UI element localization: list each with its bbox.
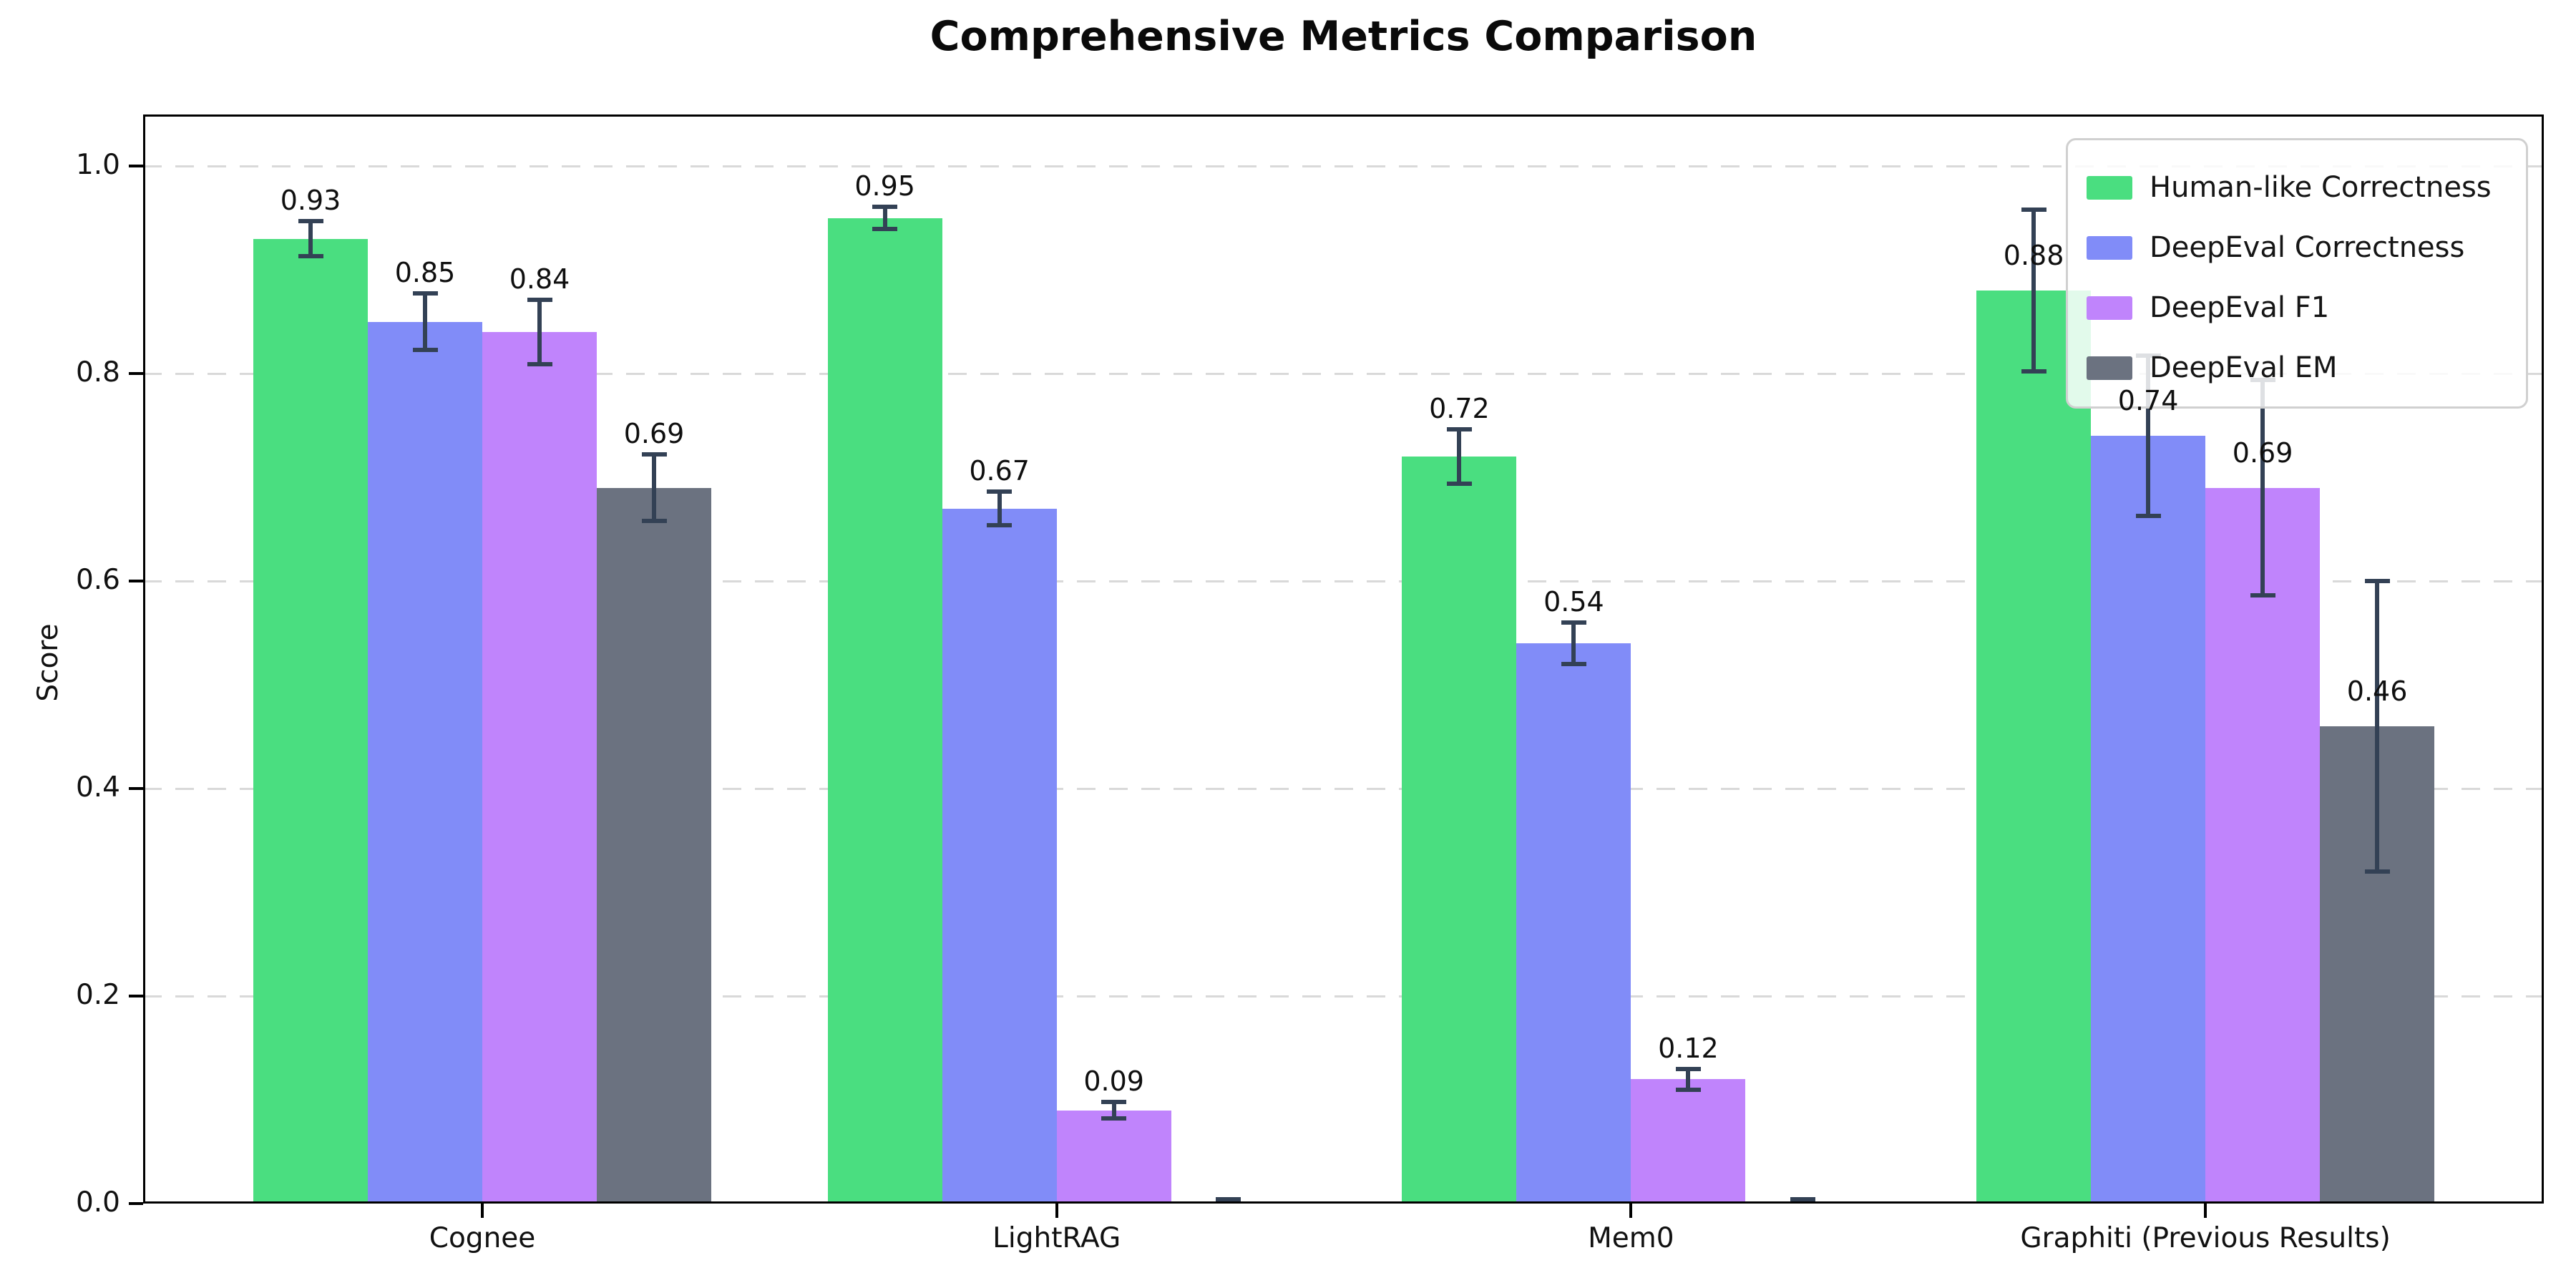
y-tick-label: 0.6 <box>75 564 120 596</box>
error-bar-cap <box>2135 513 2161 518</box>
error-bar-cap <box>987 489 1013 494</box>
error-bar-cap <box>527 298 552 303</box>
legend-label: DeepEval F1 <box>2150 291 2330 324</box>
error-bar-cap <box>412 291 438 296</box>
legend-label: DeepEval EM <box>2150 351 2338 384</box>
error-bar <box>652 454 656 521</box>
error-bar-cap <box>1561 620 1586 625</box>
error-bar-cap <box>2364 869 2390 874</box>
error-bar-cap <box>1216 1197 1241 1202</box>
error-bar-cap <box>2021 207 2046 212</box>
error-bar-cap <box>987 522 1013 527</box>
bar <box>1631 1079 1746 1204</box>
error-bar <box>2375 581 2380 872</box>
x-tick <box>1629 1204 1633 1218</box>
error-bar-cap <box>872 204 898 209</box>
error-bar-cap <box>1790 1197 1815 1202</box>
error-bar-cap <box>641 452 667 457</box>
bar <box>2091 436 2206 1204</box>
bar <box>482 332 597 1204</box>
bar <box>1402 457 1517 1204</box>
gridline <box>143 580 2544 582</box>
error-bar <box>1457 429 1462 484</box>
y-tick-label: 0.4 <box>75 771 120 804</box>
error-bar <box>2260 379 2265 596</box>
plot-area <box>143 114 2544 1204</box>
legend-swatch <box>2087 296 2132 320</box>
error-bar <box>2031 209 2036 372</box>
legend-item: DeepEval F1 <box>2087 278 2512 338</box>
bar <box>2205 487 2321 1204</box>
x-tick <box>2204 1204 2207 1218</box>
error-bar <box>1686 1068 1691 1090</box>
error-bar-cap <box>1675 1087 1701 1092</box>
error-bar <box>882 206 887 230</box>
legend-item: Human-like Correctness <box>2087 157 2512 218</box>
bar <box>1516 643 1631 1204</box>
y-tick <box>129 995 143 997</box>
bar <box>1056 1110 1171 1204</box>
bar <box>597 487 711 1204</box>
error-bar <box>537 300 542 364</box>
y-tick-label: 0.2 <box>75 979 120 1011</box>
error-bar-cap <box>1561 662 1586 666</box>
gridline <box>143 995 2544 997</box>
legend-item: DeepEval EM <box>2087 338 2512 398</box>
chart-title: Comprehensive Metrics Comparison <box>930 13 1757 60</box>
error-bar-cap <box>1446 481 1472 486</box>
error-bar-cap <box>872 227 898 232</box>
bar <box>1976 291 2092 1204</box>
x-tick-label: Cognee <box>429 1222 536 1254</box>
y-tick <box>129 787 143 790</box>
error-bar <box>997 492 1002 525</box>
error-bar-cap <box>298 254 323 259</box>
y-tick-label: 0.8 <box>75 356 120 389</box>
gridline <box>143 787 2544 790</box>
gridline <box>143 372 2544 375</box>
legend-item: DeepEval Correctness <box>2087 218 2512 278</box>
error-bar-cap <box>412 347 438 352</box>
y-tick <box>129 580 143 582</box>
error-bar <box>1111 1101 1116 1119</box>
bar <box>368 321 482 1204</box>
legend: Human-like Correctness DeepEval Correctne… <box>2066 138 2528 409</box>
error-bar-cap <box>1446 427 1472 432</box>
error-bar-cap <box>527 361 552 366</box>
error-bar-cap <box>298 218 323 223</box>
x-tick-label: Mem0 <box>1588 1222 1674 1254</box>
x-tick <box>1055 1204 1058 1218</box>
error-bar-cap <box>1101 1099 1127 1104</box>
error-bar <box>423 293 427 350</box>
error-bar-cap <box>2021 369 2046 374</box>
legend-swatch <box>2087 356 2132 380</box>
error-bar-cap <box>1675 1066 1701 1071</box>
y-tick-label: 0.0 <box>75 1186 120 1219</box>
error-bar-cap <box>1101 1116 1127 1121</box>
bar <box>253 238 368 1204</box>
y-tick <box>129 372 143 375</box>
bar <box>942 508 1057 1204</box>
legend-swatch <box>2087 235 2132 260</box>
y-tick <box>129 165 143 167</box>
y-tick-label: 1.0 <box>75 149 120 181</box>
bar <box>827 218 942 1204</box>
gridline <box>143 165 2544 167</box>
error-bar <box>1571 623 1576 664</box>
legend-label: Human-like Correctness <box>2150 171 2492 204</box>
error-bar-cap <box>2364 579 2390 583</box>
x-tick-label: Graphiti (Previous Results) <box>2020 1222 2391 1254</box>
y-tick <box>129 1202 143 1205</box>
legend-swatch <box>2087 175 2132 200</box>
legend-label: DeepEval Correctness <box>2150 231 2465 264</box>
error-bar-cap <box>2250 593 2275 598</box>
x-tick-label: LightRAG <box>992 1222 1121 1254</box>
error-bar <box>308 220 313 257</box>
x-tick <box>481 1204 484 1218</box>
error-bar-cap <box>641 518 667 523</box>
error-bar <box>2146 356 2151 516</box>
